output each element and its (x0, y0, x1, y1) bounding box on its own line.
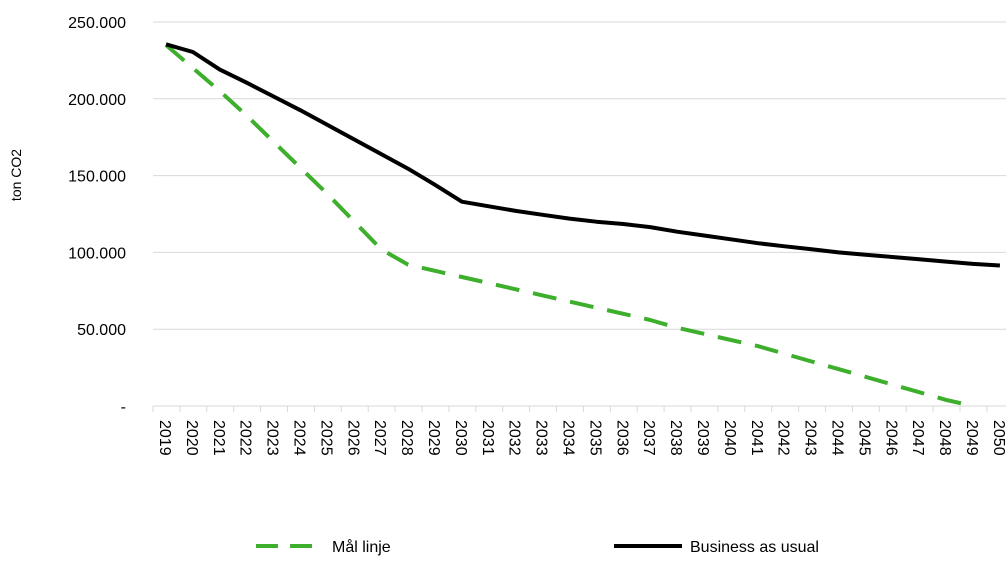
x-tick-label: 2031 (479, 420, 496, 456)
x-tick-label: 2030 (452, 420, 469, 456)
x-tick-label: 2040 (721, 420, 738, 456)
x-tick-label: 2049 (963, 420, 980, 456)
series-lines (164, 42, 1001, 408)
x-tick-label: 2022 (237, 420, 254, 456)
y-tick-label: 50.000 (77, 322, 126, 339)
x-tick-label: 2046 (882, 420, 899, 456)
x-tick-label: 2034 (560, 420, 577, 456)
series-line-0 (164, 43, 974, 408)
x-tick-label: 2019 (156, 420, 173, 456)
y-tick-label: 250.000 (68, 15, 126, 32)
legend-label-0: Mål linje (332, 538, 391, 556)
x-tick-label: 2021 (210, 420, 227, 456)
gridlines (153, 21, 1006, 330)
y-tick-label: 100.000 (68, 245, 126, 262)
x-tick-label: 2043 (802, 420, 819, 456)
x-tick-label: 2037 (640, 420, 657, 456)
y-axis: - 50.000 100.000 150.000 200.000 250.000 (68, 15, 126, 416)
x-tick-label: 2020 (183, 420, 200, 456)
x-tick-label: 2039 (694, 420, 711, 456)
legend-label-1: Business as usual (690, 539, 819, 556)
y-tick-label: 150.000 (68, 169, 126, 186)
y-axis-title: ton CO2 (8, 149, 24, 201)
x-tick-label: 2036 (613, 420, 630, 456)
x-tick-label: 2048 (936, 420, 953, 456)
x-tick-label: 2027 (371, 420, 388, 456)
x-tick-label: 2035 (586, 420, 603, 456)
y-tick-label: - (121, 399, 126, 416)
x-tick-label: 2025 (317, 420, 334, 456)
x-tick-label: 2047 (909, 420, 926, 456)
series-line-1 (165, 42, 1001, 268)
x-tick-label: 2038 (667, 420, 684, 456)
x-tick-label: 2050 (990, 420, 1006, 456)
legend: Mål linje Business as usual (256, 538, 819, 556)
x-tick-label: 2041 (748, 420, 765, 456)
x-tick-label: 2033 (533, 420, 550, 456)
x-tick-label: 2032 (506, 420, 523, 456)
x-axis: 2019 2020 2021 2022 2023 2024 2025 2026 2027 2028… (152, 405, 1006, 456)
x-tick-label: 2023 (264, 420, 281, 456)
x-tick-label: 2029 (425, 420, 442, 456)
x-tick-label: 2028 (398, 420, 415, 456)
x-tick-label: 2024 (291, 420, 308, 456)
x-tick-label: 2045 (855, 420, 872, 456)
x-tick-label: 2044 (829, 420, 846, 456)
x-tick-label: 2042 (775, 420, 792, 456)
x-tick-label: 2026 (344, 420, 361, 456)
y-tick-label: 200.000 (68, 92, 126, 109)
